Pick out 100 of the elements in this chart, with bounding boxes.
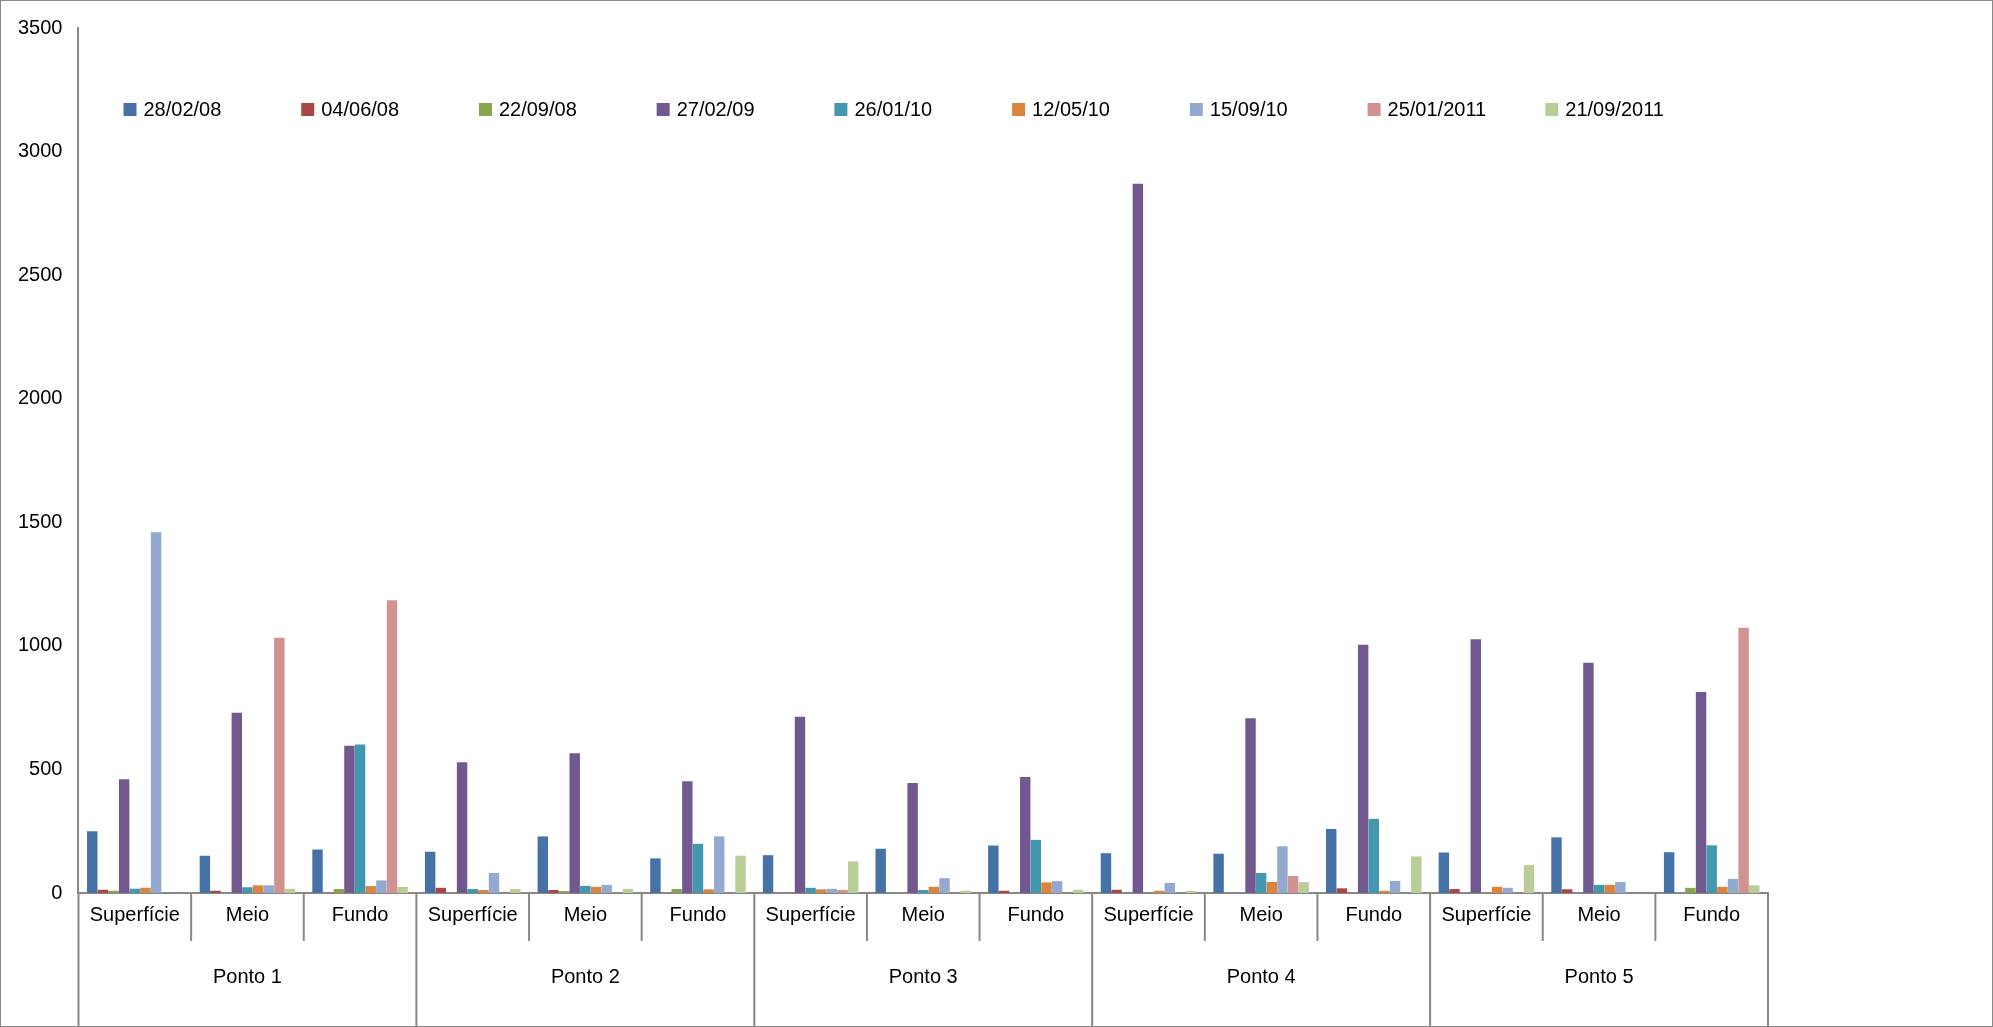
bar bbox=[376, 880, 387, 893]
bar bbox=[1100, 853, 1112, 893]
bar bbox=[928, 886, 940, 893]
bar bbox=[210, 890, 221, 893]
bar bbox=[354, 744, 366, 893]
bar bbox=[263, 885, 274, 893]
bar bbox=[1111, 889, 1122, 893]
x-tick-label: Fundo bbox=[1007, 902, 1065, 925]
bar bbox=[510, 889, 521, 893]
bar bbox=[735, 855, 746, 893]
bar bbox=[1615, 881, 1626, 893]
bar bbox=[1266, 881, 1277, 893]
bar bbox=[231, 712, 243, 893]
bar bbox=[1491, 886, 1503, 893]
y-tick-label: 2000 bbox=[17, 386, 63, 409]
bar bbox=[1583, 662, 1594, 893]
bar bbox=[344, 745, 355, 893]
legend-label: 27/02/09 bbox=[676, 97, 755, 120]
bar bbox=[1604, 884, 1615, 893]
bar bbox=[671, 889, 682, 893]
bar bbox=[650, 858, 661, 893]
bar bbox=[907, 783, 918, 893]
bar bbox=[1593, 884, 1605, 893]
bar bbox=[1213, 853, 1224, 893]
bar bbox=[1438, 852, 1450, 893]
bar bbox=[1685, 887, 1696, 893]
x-tick-label: Fundo bbox=[669, 902, 727, 925]
bar bbox=[1727, 878, 1739, 893]
x-tick-label: Superfície bbox=[89, 902, 180, 925]
legend-label: 04/06/08 bbox=[321, 97, 400, 120]
bar bbox=[1738, 627, 1749, 893]
bar bbox=[1502, 887, 1513, 893]
y-tick-label: 3500 bbox=[17, 15, 63, 38]
bar bbox=[284, 888, 296, 893]
legend-label: 26/01/10 bbox=[854, 97, 933, 120]
bar bbox=[118, 779, 130, 893]
bar bbox=[1132, 183, 1144, 893]
bar bbox=[590, 886, 602, 893]
bar bbox=[1695, 692, 1707, 893]
bar bbox=[875, 848, 886, 893]
bar bbox=[939, 878, 950, 893]
text: Ponto 3 bbox=[888, 964, 958, 987]
bar bbox=[108, 890, 119, 893]
bar bbox=[97, 889, 109, 893]
bar bbox=[87, 831, 98, 893]
x-tick-label: Meio bbox=[563, 902, 608, 925]
y-tick-label: 1500 bbox=[17, 509, 63, 532]
bar bbox=[703, 889, 714, 893]
bar bbox=[548, 890, 559, 893]
bar bbox=[252, 885, 264, 893]
bar bbox=[424, 851, 436, 893]
bar bbox=[1287, 875, 1299, 893]
bar bbox=[1706, 845, 1717, 893]
bar bbox=[1411, 856, 1422, 893]
bar bbox=[129, 888, 141, 893]
bar bbox=[837, 890, 848, 893]
bar bbox=[467, 889, 478, 893]
bar bbox=[816, 889, 827, 893]
bar bbox=[435, 887, 447, 893]
bar bbox=[580, 885, 591, 893]
bar bbox=[140, 887, 151, 893]
bar bbox=[488, 872, 500, 893]
bar bbox=[1551, 837, 1562, 893]
bar bbox=[1368, 818, 1379, 893]
text: Ponto 5 bbox=[1564, 964, 1634, 987]
bar bbox=[1326, 828, 1337, 893]
bar bbox=[622, 888, 634, 893]
legend-label: 21/09/2011 bbox=[1565, 97, 1664, 120]
bar bbox=[1245, 718, 1256, 893]
bar bbox=[1336, 888, 1348, 893]
bar bbox=[1749, 885, 1760, 893]
y-tick-label: 0 bbox=[51, 880, 63, 903]
bar bbox=[312, 849, 323, 893]
bar bbox=[601, 884, 612, 893]
bar bbox=[1449, 889, 1460, 893]
bar bbox=[762, 855, 774, 893]
text: Ponto 2 bbox=[550, 964, 620, 987]
bar bbox=[1277, 846, 1288, 893]
text: Ponto 1 bbox=[212, 964, 282, 987]
bar bbox=[365, 886, 376, 893]
x-tick-label: Meio bbox=[901, 902, 945, 925]
legend-label: 28/02/08 bbox=[143, 97, 222, 120]
bar bbox=[537, 836, 549, 893]
bar bbox=[714, 836, 725, 893]
x-tick-label: Meio bbox=[1239, 902, 1283, 925]
bar bbox=[569, 753, 580, 893]
bar bbox=[794, 716, 806, 893]
bar bbox=[199, 855, 211, 893]
x-tick-label: Meio bbox=[225, 902, 270, 925]
bar bbox=[1663, 852, 1675, 893]
bar bbox=[805, 887, 816, 893]
bar bbox=[1073, 889, 1084, 893]
x-tick-label: Meio bbox=[1577, 902, 1621, 925]
bar bbox=[1357, 644, 1369, 893]
bar bbox=[274, 637, 285, 893]
bar bbox=[1379, 890, 1390, 893]
x-tick-label: Superfície bbox=[765, 902, 856, 925]
bar bbox=[1041, 882, 1052, 893]
x-tick-label: Fundo bbox=[1683, 902, 1741, 925]
bar bbox=[1561, 889, 1573, 893]
